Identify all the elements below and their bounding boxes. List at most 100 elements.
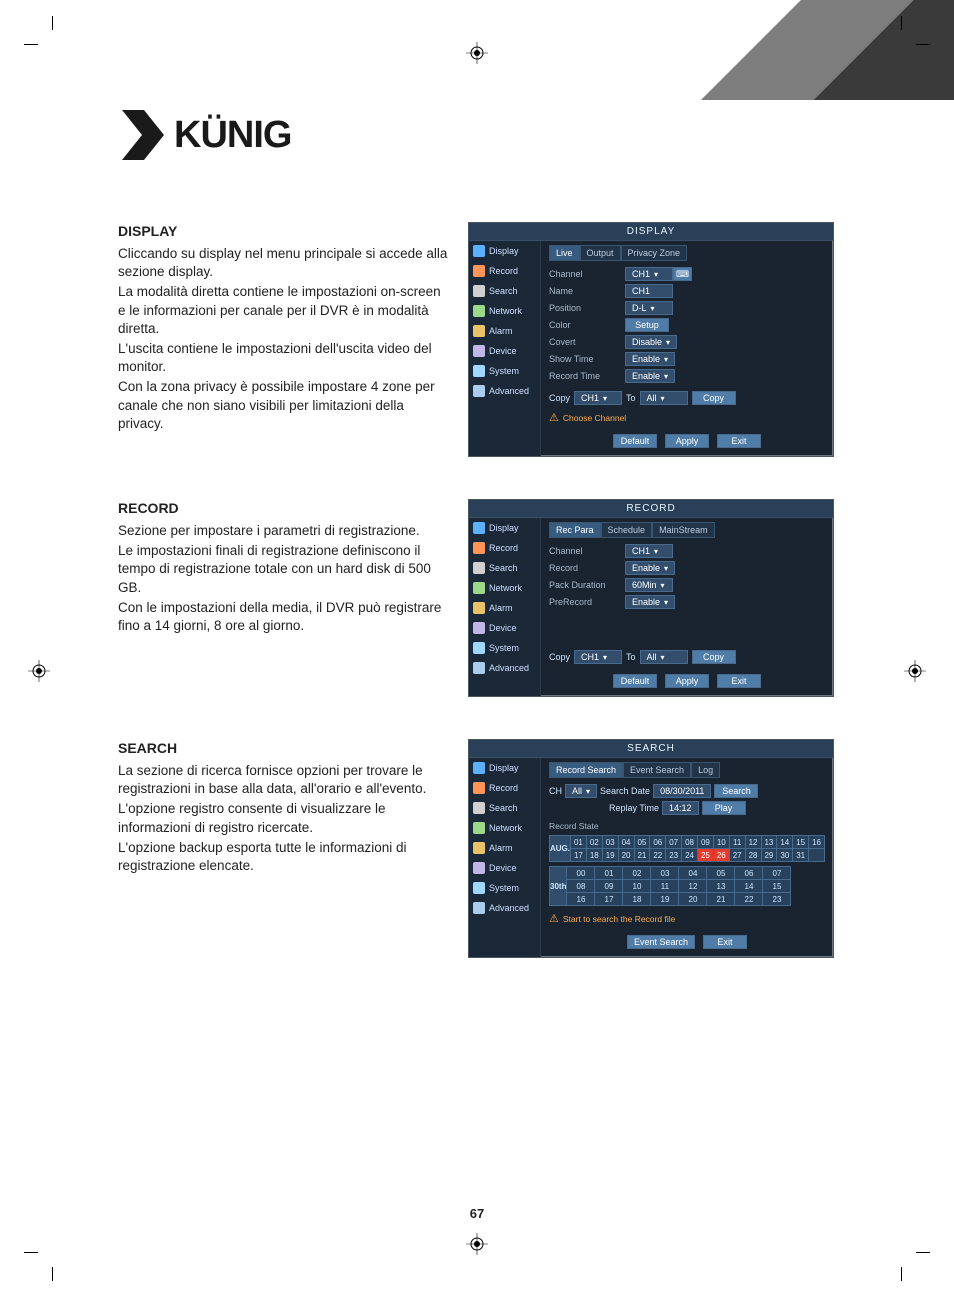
hour-cell[interactable]: 22	[735, 893, 763, 906]
cal-day[interactable]: 17	[571, 849, 587, 862]
cal-day[interactable]: 12	[745, 836, 761, 849]
field-channel[interactable]: CH1	[625, 267, 673, 281]
sidebar-item-record[interactable]: Record	[469, 538, 540, 558]
cal-day[interactable]: 21	[634, 849, 650, 862]
field-record-time[interactable]: Enable	[625, 369, 675, 383]
sidebar-item-device[interactable]: Device	[469, 858, 540, 878]
tab-schedule[interactable]: Schedule	[601, 522, 653, 538]
play-button[interactable]: Play	[702, 801, 746, 815]
hour-cell[interactable]: 01	[595, 867, 623, 880]
hour-cell[interactable]: 18	[623, 893, 651, 906]
cal-day[interactable]: 01	[571, 836, 587, 849]
cal-day[interactable]: 23	[666, 849, 682, 862]
hour-cell[interactable]: 14	[735, 880, 763, 893]
sidebar-item-advanced[interactable]: Advanced	[469, 898, 540, 918]
sidebar-item-system[interactable]: System	[469, 878, 540, 898]
tab-rec-para[interactable]: Rec Para	[549, 522, 601, 538]
date-input[interactable]: 08/30/2011	[653, 784, 711, 798]
default-button[interactable]: Default	[613, 674, 657, 688]
hour-cell[interactable]: 12	[679, 880, 707, 893]
cal-day[interactable]: 08	[682, 836, 698, 849]
cal-day[interactable]: 14	[777, 836, 793, 849]
exit-button[interactable]: Exit	[717, 434, 761, 448]
cal-day[interactable]: 02	[586, 836, 602, 849]
tab-log[interactable]: Log	[691, 762, 720, 778]
sidebar-item-system[interactable]: System	[469, 638, 540, 658]
hour-cell[interactable]: 02	[623, 867, 651, 880]
tab-live[interactable]: Live	[549, 245, 580, 261]
sidebar-item-device[interactable]: Device	[469, 618, 540, 638]
cal-day[interactable]: 31	[793, 849, 809, 862]
cal-day[interactable]: 18	[586, 849, 602, 862]
sidebar-item-search[interactable]: Search	[469, 798, 540, 818]
hour-cell[interactable]: 04	[679, 867, 707, 880]
hour-cell[interactable]: 00	[567, 867, 595, 880]
field-icon[interactable]: ⌨	[673, 267, 692, 281]
field-channel[interactable]: CH1	[625, 544, 673, 558]
cal-day[interactable]: 06	[650, 836, 666, 849]
cal-day[interactable]: 04	[618, 836, 634, 849]
sidebar-item-advanced[interactable]: Advanced	[469, 381, 540, 401]
hour-cell[interactable]: 09	[595, 880, 623, 893]
sidebar-item-network[interactable]: Network	[469, 578, 540, 598]
copy-to[interactable]: All	[640, 650, 688, 664]
sidebar-item-alarm[interactable]: Alarm	[469, 321, 540, 341]
sidebar-item-record[interactable]: Record	[469, 261, 540, 281]
tab-record-search[interactable]: Record Search	[549, 762, 623, 778]
cal-day[interactable]: 22	[650, 849, 666, 862]
apply-button[interactable]: Apply	[665, 674, 709, 688]
hour-cell[interactable]: 13	[707, 880, 735, 893]
sidebar-item-record[interactable]: Record	[469, 778, 540, 798]
hour-cell[interactable]: 05	[707, 867, 735, 880]
exit-button[interactable]: Exit	[703, 935, 747, 949]
field-covert[interactable]: Disable	[625, 335, 677, 349]
field-color[interactable]: Setup	[625, 318, 669, 332]
apply-button[interactable]: Apply	[665, 434, 709, 448]
hour-cell[interactable]: 06	[735, 867, 763, 880]
tab-output[interactable]: Output	[580, 245, 621, 261]
sidebar-item-display[interactable]: Display	[469, 241, 540, 261]
sidebar-item-advanced[interactable]: Advanced	[469, 658, 540, 678]
sidebar-item-display[interactable]: Display	[469, 518, 540, 538]
field-prerecord[interactable]: Enable	[625, 595, 675, 609]
cal-day[interactable]: 13	[761, 836, 777, 849]
hour-cell[interactable]: 08	[567, 880, 595, 893]
cal-day[interactable]: 30	[777, 849, 793, 862]
cal-day[interactable]: 10	[713, 836, 729, 849]
cal-day[interactable]: 09	[698, 836, 714, 849]
copy-button[interactable]: Copy	[692, 391, 736, 405]
cal-day[interactable]: 20	[618, 849, 634, 862]
cal-day[interactable]: 03	[602, 836, 618, 849]
search-button[interactable]: Search	[714, 784, 758, 798]
hour-cell[interactable]: 20	[679, 893, 707, 906]
copy-button[interactable]: Copy	[692, 650, 736, 664]
exit-button[interactable]: Exit	[717, 674, 761, 688]
hour-cell[interactable]: 21	[707, 893, 735, 906]
sidebar-item-device[interactable]: Device	[469, 341, 540, 361]
tab-privacy-zone[interactable]: Privacy Zone	[621, 245, 688, 261]
event-search-button[interactable]: Event Search	[627, 935, 695, 949]
tab-mainstream[interactable]: MainStream	[652, 522, 715, 538]
cal-day[interactable]: 07	[666, 836, 682, 849]
hour-cell[interactable]: 16	[567, 893, 595, 906]
cal-day[interactable]: 25	[698, 849, 714, 862]
sidebar-item-system[interactable]: System	[469, 361, 540, 381]
cal-day[interactable]: 27	[729, 849, 745, 862]
hour-cell[interactable]: 17	[595, 893, 623, 906]
copy-to[interactable]: All	[640, 391, 688, 405]
copy-from[interactable]: CH1	[574, 391, 622, 405]
cal-day[interactable]: 05	[634, 836, 650, 849]
cal-day[interactable]: 26	[713, 849, 729, 862]
field-name[interactable]: CH1	[625, 284, 673, 298]
hour-cell[interactable]: 23	[763, 893, 791, 906]
hour-cell[interactable]: 11	[651, 880, 679, 893]
cal-day[interactable]: 16	[809, 836, 825, 849]
default-button[interactable]: Default	[613, 434, 657, 448]
sidebar-item-alarm[interactable]: Alarm	[469, 598, 540, 618]
hour-cell[interactable]: 07	[763, 867, 791, 880]
sidebar-item-search[interactable]: Search	[469, 558, 540, 578]
sidebar-item-alarm[interactable]: Alarm	[469, 838, 540, 858]
cal-day[interactable]: 28	[745, 849, 761, 862]
cal-day[interactable]: 24	[682, 849, 698, 862]
cal-day[interactable]	[809, 849, 825, 862]
